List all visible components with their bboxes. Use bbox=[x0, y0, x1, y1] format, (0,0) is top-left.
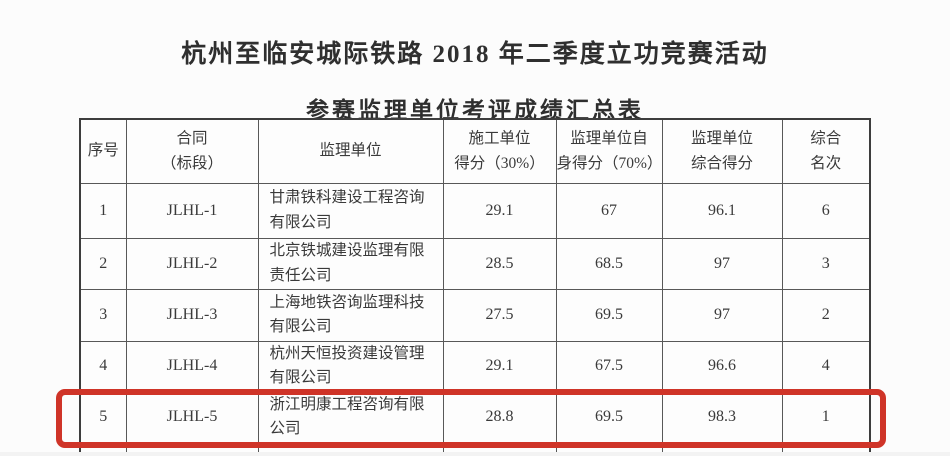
cell-empty bbox=[79, 443, 127, 456]
cell-rank: 2 bbox=[781, 288, 871, 342]
cell-rank: 4 bbox=[781, 340, 871, 391]
document-header: 杭州至临安城际铁路 2018 年二季度立功竞赛活动 参赛监理单位考评成绩汇总表 bbox=[0, 0, 950, 125]
cell-empty bbox=[125, 443, 259, 456]
cell-seq: 4 bbox=[79, 340, 127, 391]
col-header-rank: 综合 名次 bbox=[781, 118, 871, 184]
cell-supervision-unit: 北京铁城建设监理有限 责任公司 bbox=[257, 237, 444, 290]
cell-supervision-unit: 杭州天恒投资建设管理 有限公司 bbox=[257, 340, 444, 391]
table-row: 3 JLHL-3 上海地铁咨询监理科技 有限公司 27.5 69.5 97 2 bbox=[79, 288, 871, 342]
cell-seq: 1 bbox=[79, 182, 127, 239]
table-row-highlighted: 5 JLHL-5 浙江明康工程咨询有限 公司 28.8 69.5 98.3 1 bbox=[79, 389, 871, 445]
table-row-partial bbox=[79, 443, 871, 456]
cell-rank: 6 bbox=[781, 182, 871, 239]
col-header-supervision-unit: 监理单位 bbox=[257, 118, 444, 184]
document-title-line1: 杭州至临安城际铁路 2018 年二季度立功竞赛活动 bbox=[181, 41, 769, 68]
cell-seq: 2 bbox=[79, 237, 127, 290]
cell-empty bbox=[781, 443, 871, 456]
cell-contract: JLHL-1 bbox=[125, 182, 259, 239]
cell-construction-score: 29.1 bbox=[442, 340, 557, 391]
cell-construction-score: 28.5 bbox=[442, 237, 557, 290]
cell-empty bbox=[257, 443, 444, 456]
cell-contract: JLHL-2 bbox=[125, 237, 259, 290]
cell-construction-score: 28.8 bbox=[442, 389, 557, 445]
cell-contract: JLHL-5 bbox=[125, 389, 259, 445]
score-summary-table: 序号 合同 （标段） 监理单位 施工单位 得分（30%） 监理单位自 身得分（7… bbox=[79, 118, 871, 456]
col-header-construction-score: 施工单位 得分（30%） bbox=[442, 118, 557, 184]
cell-contract: JLHL-3 bbox=[125, 288, 259, 342]
cell-self-score: 69.5 bbox=[555, 288, 663, 342]
cell-contract: JLHL-4 bbox=[125, 340, 259, 391]
cell-composite-score: 96.1 bbox=[661, 182, 783, 239]
table-row: 4 JLHL-4 杭州天恒投资建设管理 有限公司 29.1 67.5 96.6 … bbox=[79, 340, 871, 391]
cell-self-score: 68.5 bbox=[555, 237, 663, 290]
col-header-composite-score: 监理单位 综合得分 bbox=[661, 118, 783, 184]
col-header-seq: 序号 bbox=[79, 118, 127, 184]
cell-empty bbox=[555, 443, 663, 456]
table-header-row: 序号 合同 （标段） 监理单位 施工单位 得分（30%） 监理单位自 身得分（7… bbox=[79, 118, 871, 184]
col-header-self-score: 监理单位自 身得分（70%） bbox=[555, 118, 663, 184]
cell-empty bbox=[661, 443, 783, 456]
cell-rank: 3 bbox=[781, 237, 871, 290]
cell-self-score: 67.5 bbox=[555, 340, 663, 391]
cell-supervision-unit: 浙江明康工程咨询有限 公司 bbox=[257, 389, 444, 445]
cell-construction-score: 29.1 bbox=[442, 182, 557, 239]
table-row: 1 JLHL-1 甘肃铁科建设工程咨询 有限公司 29.1 67 96.1 6 bbox=[79, 182, 871, 239]
cell-construction-score: 27.5 bbox=[442, 288, 557, 342]
cell-seq: 3 bbox=[79, 288, 127, 342]
col-header-contract: 合同 （标段） bbox=[125, 118, 259, 184]
cell-supervision-unit: 上海地铁咨询监理科技 有限公司 bbox=[257, 288, 444, 342]
cell-composite-score: 97 bbox=[661, 237, 783, 290]
cell-rank: 1 bbox=[781, 389, 871, 445]
cell-empty bbox=[442, 443, 557, 456]
cell-seq: 5 bbox=[79, 389, 127, 445]
table-row: 2 JLHL-2 北京铁城建设监理有限 责任公司 28.5 68.5 97 3 bbox=[79, 237, 871, 290]
cell-composite-score: 98.3 bbox=[661, 389, 783, 445]
cell-composite-score: 96.6 bbox=[661, 340, 783, 391]
cell-self-score: 67 bbox=[555, 182, 663, 239]
cell-composite-score: 97 bbox=[661, 288, 783, 342]
cell-supervision-unit: 甘肃铁科建设工程咨询 有限公司 bbox=[257, 182, 444, 239]
cell-self-score: 69.5 bbox=[555, 389, 663, 445]
